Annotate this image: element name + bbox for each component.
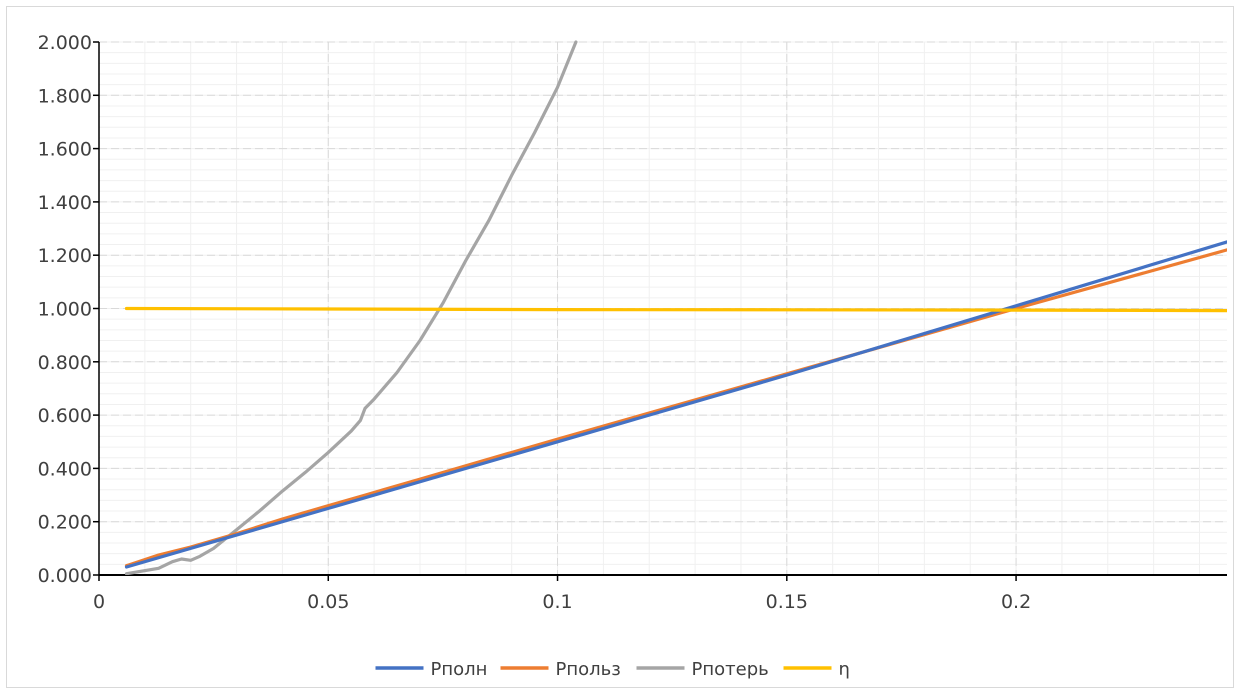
x-tick-label: 0.05 (307, 591, 349, 613)
y-tick-label: 1.000 (38, 299, 92, 321)
legend-label-3: Pпотерь (692, 659, 769, 680)
y-tick-label: 1.600 (38, 139, 92, 161)
series-line-1 (124, 240, 1227, 569)
legend-label-1: Pполн (431, 659, 488, 680)
y-tick-label: 2.000 (38, 32, 92, 54)
x-tick-label: 0.1 (542, 591, 572, 613)
x-tick-label: 0 (93, 591, 105, 613)
legend-label-2: Pпольз (556, 659, 621, 680)
series-line-3 (124, 40, 578, 575)
y-tick-label: 1.200 (38, 245, 92, 267)
y-tick-label: 1.800 (38, 85, 92, 107)
legend-label-4: η (839, 659, 850, 680)
y-tick-label: 0.000 (38, 565, 92, 587)
y-tick-label: 0.800 (38, 352, 92, 374)
y-tick-label: 0.200 (38, 512, 92, 534)
series-line-4 (124, 306, 1227, 313)
y-tick-label: 1.400 (38, 192, 92, 214)
x-tick-label: 0.2 (1001, 591, 1031, 613)
x-tick-label: 0.15 (766, 591, 808, 613)
y-tick-label: 0.400 (38, 458, 92, 480)
y-tick-label: 0.600 (38, 405, 92, 427)
